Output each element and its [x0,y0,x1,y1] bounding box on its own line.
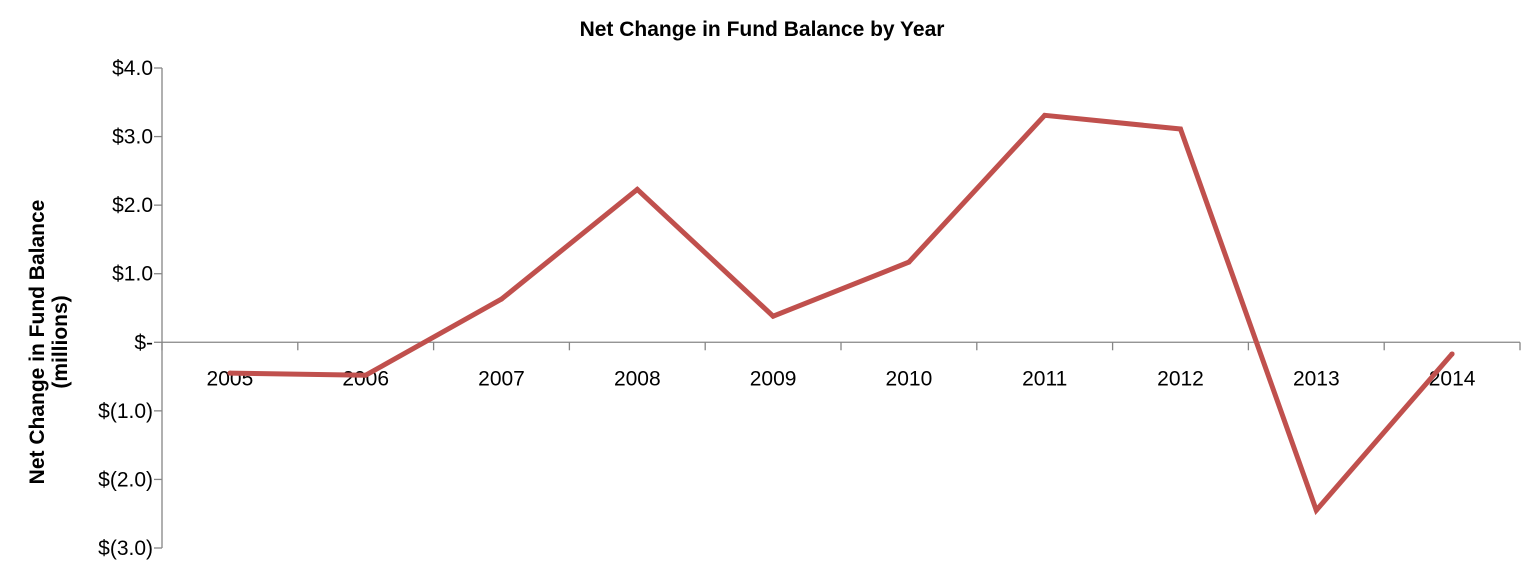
y-tick-label: $4.0 [112,57,153,80]
data-point [634,186,640,192]
x-tick-label: 2012 [1157,367,1204,390]
series-line [229,112,1454,516]
y-tick-label: $3.0 [112,126,153,149]
data-point [770,313,776,319]
x-axis: 2005 2006 2007 2008 2009 2010 2011 2012 2013 2014 [161,341,1521,390]
x-tick-label: 2007 [478,367,525,390]
y-axis: $4.0 $3.0 $2.0 $1.0 $- $(1.0) $(2.0) $(3.0) [98,57,163,560]
y-axis-title-line-2: (millions) [49,295,72,388]
x-tick-label: 2014 [1429,367,1476,390]
data-point [1178,126,1183,132]
x-tick-label: 2006 [342,367,389,390]
y-tick-label: $(1.0) [98,400,153,423]
x-tick-label: 2010 [886,367,933,390]
x-tick-label: 2008 [614,367,661,390]
data-point [1313,507,1319,513]
data-point [1449,351,1455,357]
x-tick-label: 2009 [750,367,797,390]
y-tick-label: $- [134,331,153,354]
y-tick-label: $(2.0) [98,468,153,491]
x-tick-label: 2013 [1293,367,1340,390]
series-layer [227,112,1455,516]
data-point [1042,112,1048,118]
y-tick-label: $(3.0) [98,537,153,560]
chart-title: Net Change in Fund Balance by Year [580,18,945,41]
data-point [499,296,504,302]
y-axis-title: Net Change in Fund Balance (millions) [26,200,72,485]
y-tick-label: $2.0 [112,194,153,217]
y-axis-title-line-1: Net Change in Fund Balance [26,200,49,485]
data-point [906,259,912,265]
x-tick-label: 2011 [1022,367,1067,390]
y-tick-label: $1.0 [112,263,153,286]
data-point [227,370,233,376]
data-point [363,372,369,378]
